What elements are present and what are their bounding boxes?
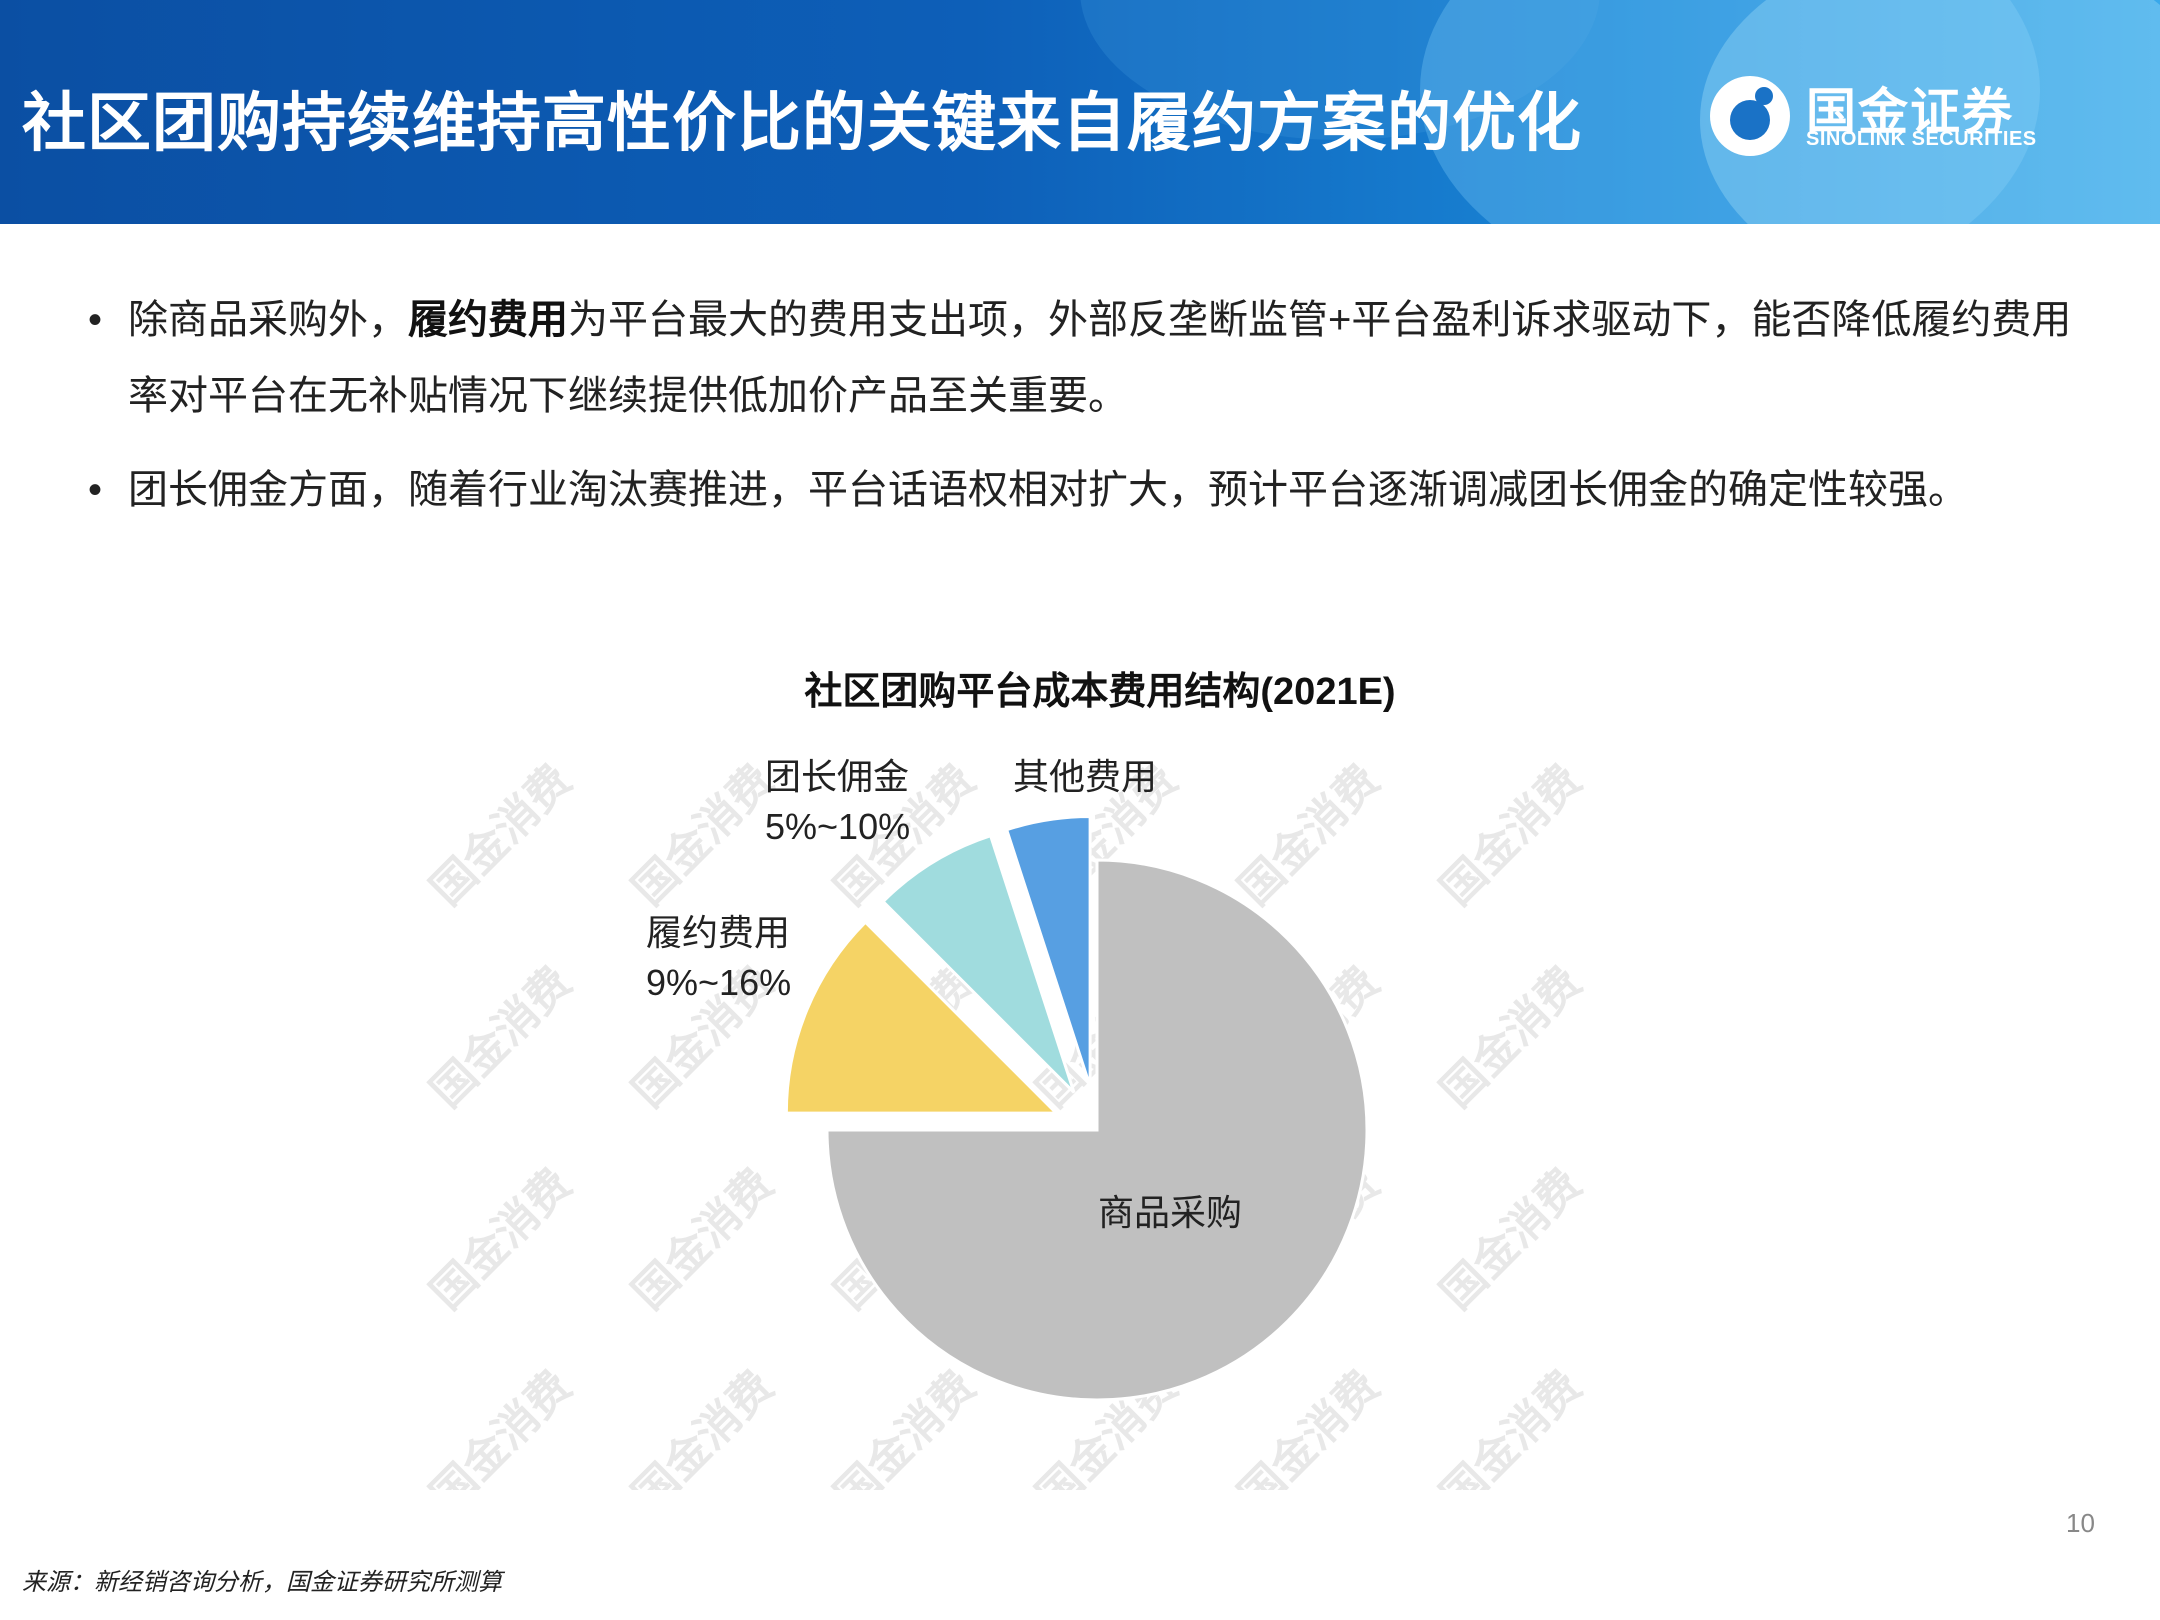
slice-label-other: 其他费用	[1013, 752, 1157, 802]
source-note: 来源：新经销咨询分析，国金证券研究所测算	[22, 1569, 502, 1596]
page-number: 10	[2066, 1508, 2095, 1538]
sinolink-logo-icon	[1710, 76, 1790, 156]
logo-text-en: SINOLINK SECURITIES	[1806, 128, 2037, 150]
pie-slice-3	[825, 858, 1369, 1402]
pie-slice-0	[1004, 815, 1092, 1088]
slice-label-commission: 团长佣金 5%~10%	[765, 752, 910, 852]
chart-title: 社区团购平台成本费用结构(2021E)	[804, 671, 1396, 713]
bullet-text: 团长佣金方面，随着行业淘汰赛推进，平台话语权相对扩大，预计平台逐渐调减团长佣金的…	[128, 468, 1968, 512]
slice-label-name: 商品采购	[1098, 1192, 1243, 1233]
bullet-emphasis: 履约费用	[408, 298, 568, 342]
logo-text-cn: 国金证券	[1806, 84, 2014, 140]
header-banner: 社区团购持续维持高性价比的关键来自履约方案的优化 国金证券 SINOLINK S…	[0, 0, 2160, 224]
slice-label-name: 团长佣金	[765, 756, 910, 797]
slice-label-range: 9%~16%	[646, 962, 792, 1003]
slice-label-name: 其他费用	[1013, 756, 1158, 797]
bullet-item: • 除商品采购外，履约费用为平台最大的费用支出项，外部反垄断监管+平台盈利诉求驱…	[80, 282, 2080, 434]
page-title: 社区团购持续维持高性价比的关键来自履约方案的优化	[22, 87, 1582, 159]
slice-label-name: 履约费用	[646, 912, 791, 953]
bullet-text: 为平台最大的费用支出项，外部反垄断监管+平台盈利诉求驱动下，能否降低履约费用率对…	[128, 298, 2072, 418]
slice-label-procurement: 商品采购	[1098, 1188, 1242, 1238]
slice-label-range: 5%~10%	[765, 806, 911, 847]
bullet-marker: •	[88, 468, 103, 512]
bullet-marker: •	[88, 298, 103, 342]
slice-label-fulfillment: 履约费用 9%~16%	[646, 908, 791, 1008]
bullet-item: • 团长佣金方面，随着行业淘汰赛推进，平台话语权相对扩大，预计平台逐渐调减团长佣…	[80, 452, 2080, 528]
pie-slice-1	[880, 833, 1076, 1094]
bullet-text: 除商品采购外，	[128, 298, 408, 342]
pie-slice-2	[784, 920, 1060, 1115]
bullet-list: • 除商品采购外，履约费用为平台最大的费用支出项，外部反垄断监管+平台盈利诉求驱…	[80, 282, 2080, 546]
